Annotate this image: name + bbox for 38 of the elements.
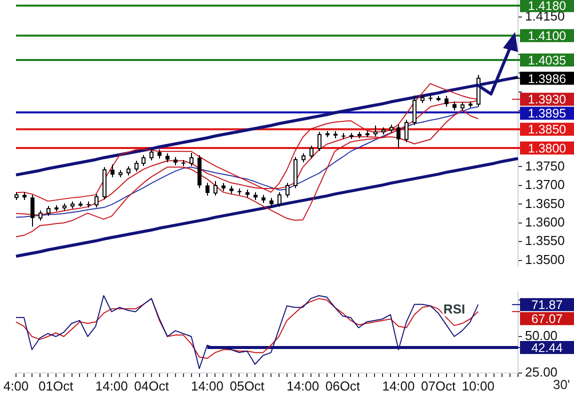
ref-line-label: 1.4180	[528, 0, 566, 14]
x-tick-label: 14:00	[382, 378, 415, 394]
text: 30'	[553, 377, 570, 392]
x-tick-label: 04Oct	[134, 378, 170, 394]
x-tick-label: 14:00	[286, 378, 320, 394]
x-tick-label: 4:00	[3, 378, 29, 394]
candlestick	[206, 182, 210, 196]
ref-line-label: 1.3895	[528, 106, 566, 121]
y-tick-label: 1.3500	[525, 252, 565, 267]
y-tick-label: 1.3600	[525, 214, 565, 230]
x-tick-label: 07Oct	[420, 378, 456, 394]
x-tick-label: 06Oct	[325, 378, 360, 394]
x-tick-label: 14:00	[190, 378, 224, 394]
y-tick-label: 1.3550	[525, 233, 565, 248]
y-tick-label: 1.3750	[525, 158, 565, 174]
ref-line-label: 1.3800	[528, 141, 566, 156]
text: 71.87	[531, 298, 563, 312]
y-tick-label: 1.3650	[525, 196, 565, 211]
candlestick	[30, 194, 34, 228]
x-tick-label: 01Oct	[38, 378, 74, 394]
x-tick-label: 05Oct	[230, 378, 265, 394]
candlestick	[396, 124, 400, 148]
candlestick	[444, 95, 448, 108]
y-tick-label: 50.00	[525, 328, 558, 344]
ref-line-label: 1.3850	[528, 122, 566, 137]
y-tick-label: 1.3700	[525, 177, 565, 192]
x-tick-label: 14:00	[95, 378, 128, 394]
data-label: 42.44	[531, 341, 563, 355]
text: 1.3930	[528, 92, 566, 107]
y-tick-label: 25.00	[525, 364, 558, 380]
x-tick-label: 10:00	[462, 378, 494, 394]
text: 67.07	[531, 312, 563, 326]
ref-line-label: 1.4100	[528, 29, 566, 44]
series-label: RSI	[443, 302, 466, 317]
text: 1.3986	[528, 72, 566, 86]
candlestick	[270, 197, 274, 208]
candlestick	[110, 164, 114, 178]
ref-line-label: 1.4035	[528, 53, 566, 68]
